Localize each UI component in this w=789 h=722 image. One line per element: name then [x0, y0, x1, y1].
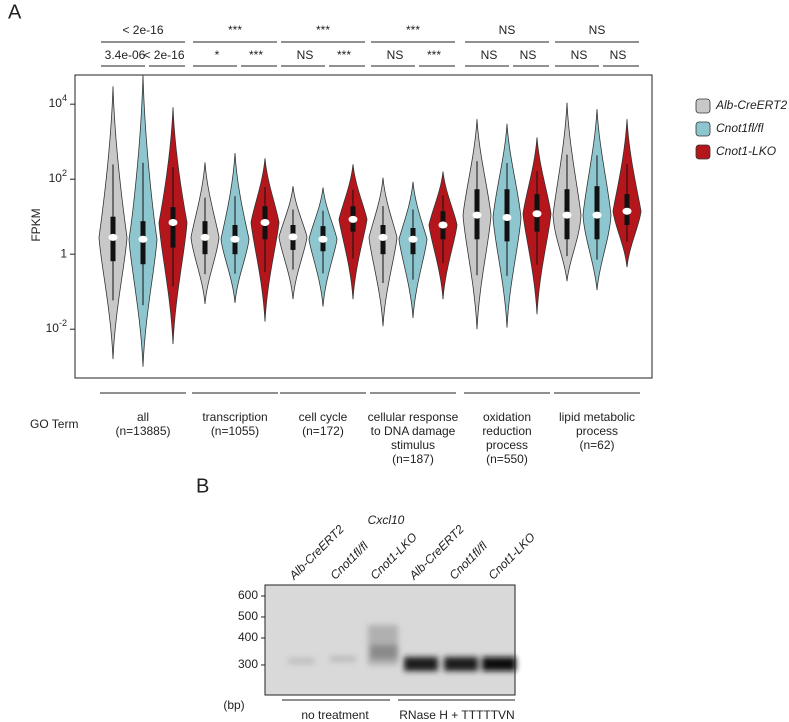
median-dot	[408, 235, 418, 243]
comparison-label: ***	[427, 48, 441, 62]
comparison-label: NS	[297, 48, 314, 62]
box	[170, 207, 176, 248]
y-axis-label: FPKM	[29, 208, 43, 241]
plot-frame	[74, 74, 653, 379]
x-tick-label: cell cycle	[299, 410, 348, 424]
median-dot	[502, 214, 512, 222]
x-tick-label: (n=1055)	[211, 424, 259, 438]
x-tick-label: all	[137, 410, 149, 424]
x-tick-label: lipid metabolic	[559, 410, 635, 424]
comparison-label: NS	[481, 48, 498, 62]
legend-swatch	[695, 98, 711, 114]
x-tick-label: transcription	[202, 410, 267, 424]
gel-image	[264, 584, 516, 696]
comparison-label: ***	[406, 23, 420, 37]
x-tick-label: cellular response	[368, 410, 459, 424]
comparison-label: NS	[520, 48, 537, 62]
marker-label: 300	[238, 657, 258, 671]
gel-unit: (bp)	[223, 698, 244, 712]
panel-label: B	[196, 475, 209, 497]
comparison-label: ***	[249, 48, 263, 62]
median-dot	[318, 235, 328, 243]
legend-swatch	[695, 144, 711, 160]
median-dot	[288, 233, 298, 241]
median-dot	[200, 233, 210, 241]
comparison-label: NS	[571, 48, 588, 62]
comparison-label: ***	[316, 23, 330, 37]
comparison-label: ***	[228, 23, 242, 37]
median-dot	[260, 219, 270, 227]
median-dot	[138, 235, 148, 243]
x-tick-label: (n=550)	[486, 452, 528, 466]
comparison-label: ***	[337, 48, 351, 62]
comparison-label: *	[215, 48, 220, 62]
median-dot	[438, 221, 448, 229]
gel-group-label: no treatment	[301, 708, 369, 722]
median-dot	[348, 215, 358, 223]
marker-label: 600	[238, 588, 258, 602]
comparison-label: NS	[387, 48, 404, 62]
y-tick-label: 104	[49, 94, 67, 111]
legend-label: Alb-CreERT2	[715, 98, 787, 112]
legend-label: Cnot1fl/fl	[716, 121, 764, 135]
comparison-label: < 2e-16	[122, 23, 163, 37]
x-tick-label: process	[576, 424, 618, 438]
median-dot	[108, 233, 118, 241]
x-tick-label: stimulus	[391, 438, 435, 452]
median-dot	[230, 235, 240, 243]
lane-label: Cnot1fl/fl	[327, 539, 371, 583]
x-tick-label: oxidation	[483, 410, 531, 424]
gel-group-label: RNase H + TTTTTVN	[399, 708, 514, 722]
x-tick-label: (n=172)	[302, 424, 344, 438]
comparison-label: NS	[589, 23, 606, 37]
y-tick-label: 1	[60, 246, 67, 260]
x-tick-label: to DNA damage	[371, 424, 456, 438]
legend-swatch	[695, 121, 711, 137]
comparison-label: 3.4e-06	[105, 48, 146, 62]
marker-label: 400	[238, 630, 258, 644]
median-dot	[622, 207, 632, 215]
comparison-label: < 2e-16	[143, 48, 184, 62]
lane-label: Cnot1-LKO	[485, 530, 537, 582]
median-dot	[532, 210, 542, 218]
x-axis-label: GO Term	[30, 417, 78, 431]
comparison-label: NS	[610, 48, 627, 62]
median-dot	[562, 211, 572, 219]
x-tick-label: (n=62)	[579, 438, 614, 452]
x-tick-label: (n=187)	[392, 452, 434, 466]
gel-title: Cxcl10	[368, 513, 405, 527]
legend-label: Cnot1-LKO	[716, 144, 776, 158]
marker-label: 500	[238, 609, 258, 623]
y-tick-label: 102	[49, 169, 67, 186]
comparison-label: NS	[499, 23, 516, 37]
median-dot	[472, 211, 482, 219]
y-tick-label: 10-2	[46, 319, 67, 336]
x-tick-label: (n=13885)	[115, 424, 170, 438]
panel-label: A	[8, 1, 22, 23]
gel-bands	[288, 625, 516, 671]
median-dot	[592, 211, 602, 219]
median-dot	[378, 233, 388, 241]
x-tick-label: process	[486, 438, 528, 452]
median-dot	[168, 219, 178, 227]
x-tick-label: reduction	[482, 424, 531, 438]
